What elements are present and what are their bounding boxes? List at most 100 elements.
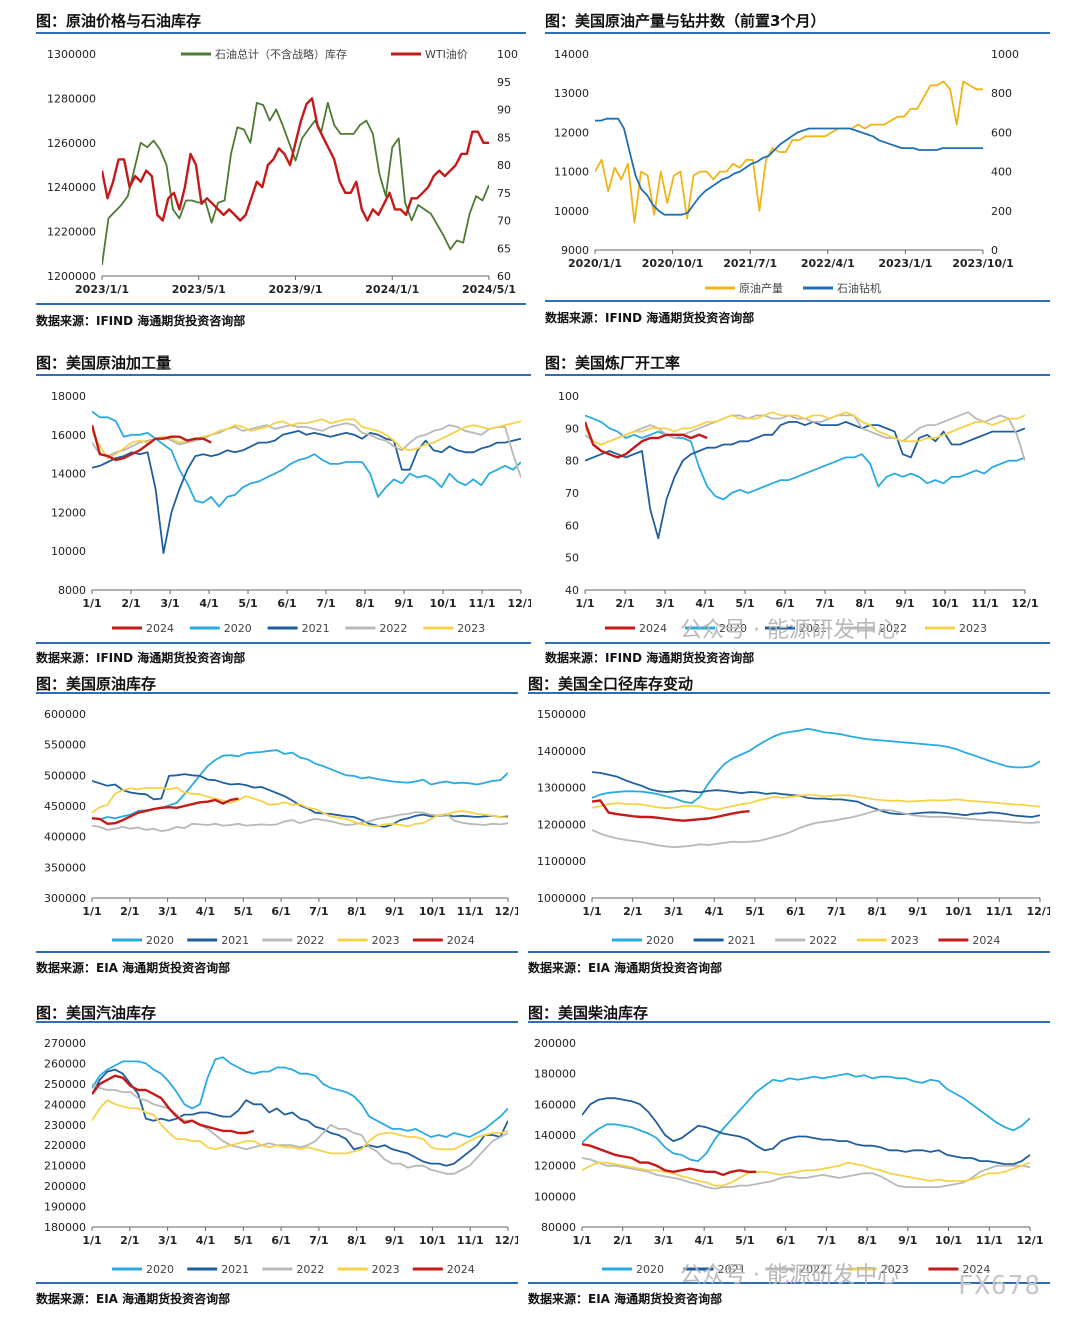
x-tick-label: 9/1 [385, 905, 404, 918]
y-tick-label: 350000 [44, 861, 86, 874]
legend-item: 2020 [189, 622, 252, 635]
y2-tick-label: 800 [991, 87, 1012, 100]
y-tick-label: 9000 [561, 244, 589, 257]
svg-text:2023: 2023 [881, 1263, 909, 1276]
series-line-2024 [92, 797, 239, 826]
panel-oil-price-inventory: 图：原油价格与石油库存 1300000 1280000 1260000 1240000… [36, 10, 526, 332]
x-tick-label: 1/1 [575, 597, 594, 610]
svg-text:2020: 2020 [646, 934, 674, 947]
x-tick-label: 3/1 [158, 905, 177, 918]
svg-text:2023: 2023 [891, 934, 919, 947]
x-tick-label: 7/1 [817, 1234, 836, 1247]
y-tick-label: 450000 [44, 800, 86, 813]
y2-tick-label: 95 [497, 76, 511, 89]
y-tick-label: 270000 [44, 1037, 86, 1050]
panel-title: 图：原油价格与石油库存 [36, 12, 202, 30]
x-tick-label: 5/1 [735, 597, 754, 610]
x-tick-label: 5/1 [234, 1234, 253, 1247]
y-tick-label: 210000 [44, 1160, 86, 1173]
legend-item: 2020 [112, 934, 174, 947]
y-tick-label: 200000 [44, 1180, 86, 1193]
x-tick-label: 3/1 [158, 1234, 177, 1247]
title-rule [36, 692, 518, 694]
x-tick-label: 4/1 [199, 597, 218, 610]
legend-item: 2024 [412, 934, 475, 947]
x-tick-label: 11/1 [457, 1234, 484, 1247]
footer-rule [36, 642, 531, 644]
x-tick-label: 12/1 [508, 597, 531, 610]
series-line-2024 [92, 1074, 255, 1135]
y2-tick-label: 600 [991, 126, 1012, 139]
svg-text:2022: 2022 [799, 1263, 827, 1276]
x-tick-label: 2023/9/1 [269, 283, 323, 296]
y-tick-label: 180000 [44, 1221, 86, 1234]
svg-text:原油产量: 原油产量 [739, 281, 783, 295]
y-tick-label: 14000 [51, 468, 86, 481]
svg-text:2020: 2020 [636, 1263, 664, 1276]
y2-tick-label: 75 [497, 187, 511, 200]
svg-text:2023: 2023 [372, 934, 400, 947]
footer-rule [545, 300, 1050, 302]
watermark-text: 公众号 · 能源研发中心 [680, 1263, 899, 1288]
y-tick-label: 1240000 [47, 181, 96, 194]
x-tick-label: 2023/10/1 [952, 257, 1014, 270]
svg-text:WTI油价: WTI油价 [425, 47, 468, 61]
y-tick-label: 550000 [44, 739, 86, 752]
legend-item: 2020 [685, 622, 747, 635]
y-tick-label: 10000 [51, 545, 86, 558]
panel-title: 图：美国全口径库存变动 [528, 675, 694, 693]
x-tick-label: 12/1 [1017, 1234, 1044, 1247]
panel-us-crude-inventory: 图：美国原油库存 600000 550000 500000 450000 400000 3… [36, 673, 518, 983]
svg-text:2024: 2024 [146, 622, 174, 635]
svg-text:石油钻机: 石油钻机 [837, 281, 881, 295]
legend-item: 2024 [605, 622, 667, 635]
series-line-石油总计（不含战略）库存 [102, 101, 489, 266]
svg-text:2022: 2022 [809, 934, 837, 947]
y-tick-label: 240000 [44, 1098, 86, 1111]
x-tick-label: 2/1 [121, 597, 140, 610]
svg-text:2024: 2024 [639, 622, 667, 635]
y-tick-label: 250000 [44, 1078, 86, 1091]
x-tick-label: 6/1 [786, 905, 805, 918]
y2-tick-label: 60 [497, 270, 511, 283]
chart-us-diesel-inventory: 200000 180000 160000 140000 120000 100000 8000… [534, 1037, 1044, 1276]
svg-text:2024: 2024 [972, 934, 1000, 947]
x-tick-label: 12/1 [1027, 905, 1050, 918]
title-rule [528, 692, 1050, 694]
source-note: 数据来源：IFIND 海通期货投资咨询部 [36, 651, 246, 665]
x-tick-label: 10/1 [935, 1234, 962, 1247]
title-rule [545, 374, 1050, 376]
panel-title: 图：美国原油库存 [36, 675, 157, 693]
legend-item: 2022 [765, 1263, 827, 1276]
legend-item: 2021 [693, 934, 756, 947]
y-tick-label: 80000 [541, 1221, 576, 1234]
series-line-石油钻机 [595, 117, 983, 216]
x-tick-label: 10/1 [430, 597, 457, 610]
legend-item: 2022 [775, 934, 837, 947]
y-tick-label: 140000 [534, 1129, 576, 1142]
x-tick-label: 8/1 [855, 597, 874, 610]
x-tick-label: 6/1 [271, 1234, 290, 1247]
y-tick-label: 400000 [44, 831, 86, 844]
series-line-原油产量 [595, 80, 983, 224]
y-tick-label: 1260000 [47, 137, 96, 150]
x-tick-label: 7/1 [827, 905, 846, 918]
y-tick-label: 1200000 [537, 818, 586, 831]
y-tick-label: 600000 [44, 708, 86, 721]
svg-text:2020: 2020 [224, 622, 252, 635]
svg-text:石油总计（不含战略）库存: 石油总计（不含战略）库存 [215, 47, 347, 61]
x-tick-label: 8/1 [857, 1234, 876, 1247]
x-tick-label: 8/1 [867, 905, 886, 918]
x-tick-label: 1/1 [82, 905, 101, 918]
series-line-2023 [92, 418, 521, 459]
svg-text:2021: 2021 [302, 622, 330, 635]
legend-item: 2021 [683, 1263, 746, 1276]
y-tick-label: 80 [565, 455, 579, 468]
y-tick-label: 70 [565, 487, 579, 500]
panel-us-refinery-utilization: 图：美国炼厂开工率 100 90 80 70 60 50 40 1/1 2/1 3/1 4/1 5/1… [545, 352, 1050, 670]
y-tick-label: 16000 [51, 429, 86, 442]
x-tick-label: 11/1 [976, 1234, 1003, 1247]
y2-tick-label: 0 [991, 244, 998, 257]
x-tick-label: 7/1 [309, 1234, 328, 1247]
source-note: 数据来源：IFIND 海通期货投资咨询部 [545, 651, 755, 665]
